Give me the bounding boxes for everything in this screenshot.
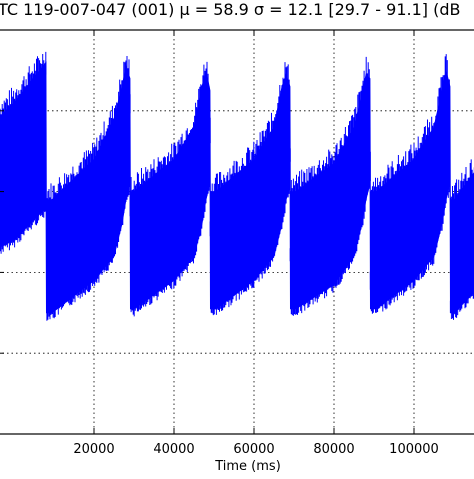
x-axis-label: Time (ms) [214,459,281,474]
x-tick-label: 40000 [153,442,194,457]
x-tick-label: 20000 [73,442,114,457]
plot-frame [0,29,474,435]
series-layer [0,51,474,321]
x-tick-label: 80000 [313,442,354,457]
chart-title: TC 119-007-047 (001) μ = 58.9 σ = 12.1 [… [0,0,461,19]
x-tick-label: 100000 [389,442,439,457]
x-tick-label: 60000 [233,442,274,457]
series-spikes [0,51,474,321]
ticks: 20000 40000 60000 80000 100000 [0,30,439,457]
